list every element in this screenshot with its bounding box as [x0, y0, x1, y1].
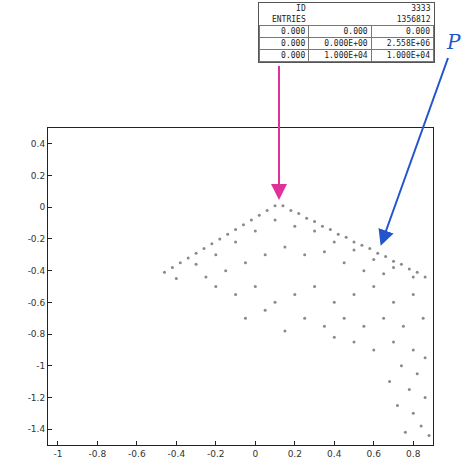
html-text:0.000: 0.000 — [343, 27, 368, 36]
svg-text:0.8: 0.8 — [406, 449, 421, 459]
svg-text:0.2: 0.2 — [288, 449, 302, 459]
html-text:P: P — [447, 30, 461, 54]
svg-text:-0.4: -0.4 — [168, 449, 186, 459]
svg-text:-0.4: -0.4 — [28, 266, 46, 276]
html-text:0.000: 0.000 — [405, 27, 430, 36]
html-text:ENTRIES: ENTRIES — [272, 15, 306, 24]
svg-text:-0.6: -0.6 — [28, 298, 46, 308]
svg-text:-1.4: -1.4 — [28, 424, 46, 434]
html-text:3333: 3333 — [411, 4, 431, 13]
svg-text:0.4: 0.4 — [327, 449, 342, 459]
html-text:1356812: 1356812 — [396, 15, 431, 24]
svg-text:-1: -1 — [53, 449, 62, 459]
svg-text:-0.8: -0.8 — [28, 329, 46, 339]
svg-text:-0.6: -0.6 — [128, 449, 146, 459]
svg-text:0.2: 0.2 — [31, 171, 45, 181]
svg-text:0: 0 — [39, 202, 45, 212]
html-text:ID: ID — [296, 4, 306, 13]
svg-text:0.6: 0.6 — [367, 449, 382, 459]
svg-text:0: 0 — [252, 449, 258, 459]
svg-text:-0.8: -0.8 — [89, 449, 107, 459]
svg-text:-0.2: -0.2 — [28, 234, 46, 244]
html-text:0.000E+00: 0.000E+00 — [324, 39, 368, 48]
html-text:2.558E+06: 2.558E+06 — [386, 39, 430, 48]
html-text:0.000: 0.000 — [281, 39, 306, 48]
html-text:0.000: 0.000 — [281, 27, 306, 36]
html-text:1.000E+04: 1.000E+04 — [386, 51, 430, 60]
html-text:1.000E+04: 1.000E+04 — [324, 51, 368, 60]
svg-text:-0.2: -0.2 — [207, 449, 225, 459]
svg-text:-1.2: -1.2 — [28, 393, 46, 403]
svg-text:-1: -1 — [36, 361, 45, 371]
html-text:0.000: 0.000 — [281, 51, 306, 60]
svg-text:0.4: 0.4 — [31, 139, 46, 149]
